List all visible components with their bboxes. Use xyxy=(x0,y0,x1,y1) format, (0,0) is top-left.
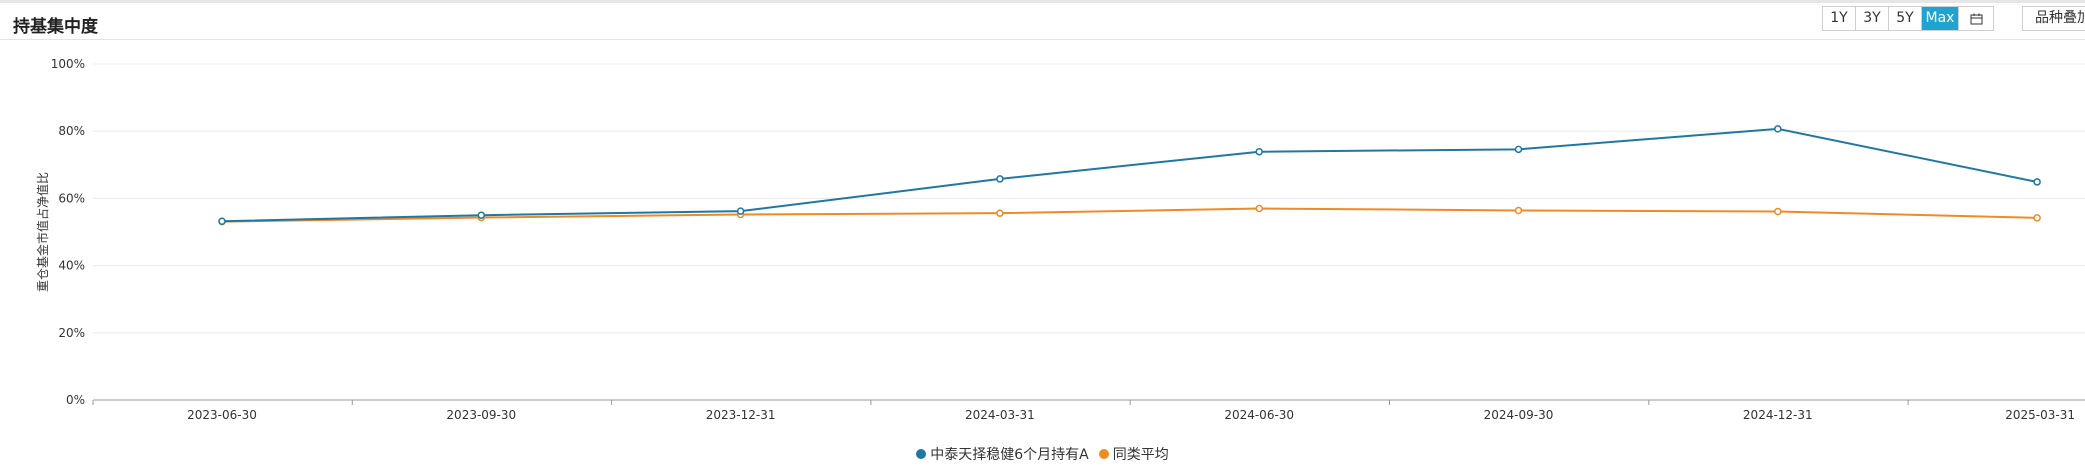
y-tick-label: 0% xyxy=(66,393,85,407)
x-tick-label: 2024-03-31 xyxy=(965,408,1035,422)
top-border xyxy=(0,0,2085,3)
y-tick-label: 20% xyxy=(58,326,85,340)
line-chart: 0% 20% 40% 60% 80% 100% 2023-06-30 2023-09-30 20… xyxy=(35,57,2085,422)
range-5y-button[interactable]: 5Y xyxy=(1889,7,1922,30)
x-tick-label: 2023-06-30 xyxy=(187,408,257,422)
data-point-peer-average xyxy=(996,209,1004,217)
data-point-peer-average xyxy=(1514,206,1523,215)
data-point-fund xyxy=(996,175,1004,183)
data-point-fund xyxy=(218,217,226,225)
y-tick-label: 60% xyxy=(58,191,85,205)
y-axis-label: 重仓基金市值占净值比 xyxy=(35,172,50,292)
data-point-fund xyxy=(736,207,745,215)
calendar-button[interactable] xyxy=(1959,7,1993,30)
data-point-fund xyxy=(477,211,486,219)
legend-item-peer-average[interactable]: 同类平均 xyxy=(1098,444,1169,464)
legend-label-fund: 中泰天择稳健6个月持有A xyxy=(930,447,1089,463)
data-point-peer-average xyxy=(2033,214,2041,222)
grid-layer xyxy=(93,63,2085,334)
y-tick-label: 80% xyxy=(58,124,85,138)
chart-legend: 中泰天择稳健6个月持有A 同类平均 xyxy=(0,444,2085,464)
range-3y-button[interactable]: 3Y xyxy=(1856,7,1889,30)
x-tick-label: 2023-09-30 xyxy=(446,408,516,422)
series-line-fund xyxy=(221,127,2038,223)
series-layer xyxy=(218,125,2041,226)
data-point-fund xyxy=(1255,147,1263,156)
y-tick-label: 40% xyxy=(58,259,85,273)
panel-header: 持基集中度 xyxy=(0,3,2085,40)
panel-title: 持基集中度 xyxy=(13,17,98,37)
range-1y-button[interactable]: 1Y xyxy=(1823,7,1856,30)
legend-marker-peer-average xyxy=(1098,449,1109,459)
x-tick-label: 2024-09-30 xyxy=(1484,408,1554,422)
y-tick-label: 100% xyxy=(51,57,85,71)
legend-item-fund[interactable]: 中泰天择稳健6个月持有A xyxy=(916,444,1089,464)
legend-marker-fund xyxy=(916,449,927,459)
axis-layer: 0% 20% 40% 60% 80% 100% 2023-06-30 2023-09-30 20… xyxy=(51,57,2085,422)
overlay-compare-button[interactable]: 品种叠加 xyxy=(2022,6,2085,31)
data-point-fund xyxy=(1774,125,1782,133)
series-line-peer-average xyxy=(221,207,2038,223)
data-point-peer-average xyxy=(1774,207,1782,216)
legend-label-peer-average: 同类平均 xyxy=(1112,447,1169,463)
data-point-fund xyxy=(2033,178,2041,186)
data-point-fund xyxy=(1514,145,1523,154)
range-max-button[interactable]: Max xyxy=(1922,7,1959,30)
x-tick-label: 2023-12-31 xyxy=(706,408,776,422)
x-tick-label: 2025-03-31 xyxy=(2005,408,2075,422)
range-button-group: 1Y 3Y 5Y Max xyxy=(1822,6,1994,31)
x-tick-label: 2024-06-30 xyxy=(1224,408,1294,422)
x-tick-label: 2024-12-31 xyxy=(1743,408,1813,422)
data-point-peer-average xyxy=(1255,204,1263,213)
calendar-icon xyxy=(1970,13,1982,24)
